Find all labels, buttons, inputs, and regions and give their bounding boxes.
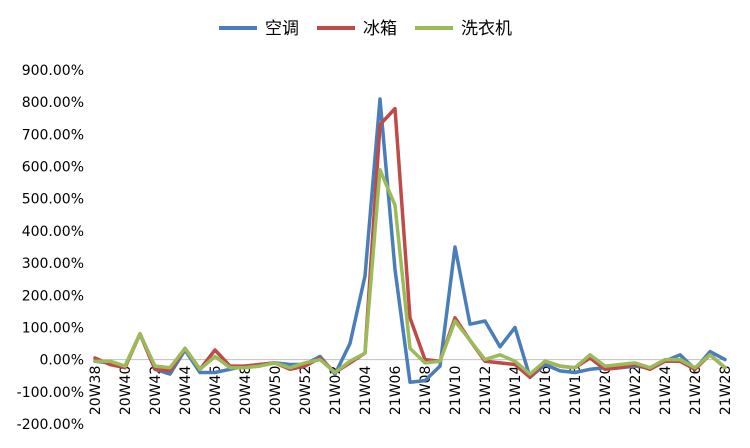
y-tick-label: 100.00% bbox=[22, 320, 84, 336]
x-tick-label: 20W40 bbox=[118, 366, 134, 415]
y-tick-label: 600.00% bbox=[22, 160, 84, 176]
x-tick-label: 21W26 bbox=[688, 366, 704, 416]
x-tick-label: 21W22 bbox=[628, 366, 644, 415]
x-tick-label: 20W52 bbox=[298, 366, 314, 415]
y-tick-label: 800.00% bbox=[22, 95, 84, 111]
y-tick-label: -200.00% bbox=[17, 417, 84, 433]
y-tick-label: 900.00% bbox=[22, 63, 84, 79]
x-tick-label: 21W06 bbox=[388, 366, 404, 416]
y-tick-label: 400.00% bbox=[22, 224, 84, 240]
x-tick-label: 20W50 bbox=[268, 366, 284, 415]
y-tick-label: 300.00% bbox=[22, 256, 84, 272]
legend-label-0: 空调 bbox=[265, 19, 299, 39]
x-tick-label: 21W12 bbox=[478, 366, 494, 415]
x-tick-label: 21W16 bbox=[538, 366, 554, 416]
legend-label-2: 洗衣机 bbox=[461, 19, 512, 39]
x-tick-label: 21W04 bbox=[358, 366, 374, 416]
x-tick-label: 21W02 bbox=[328, 366, 344, 415]
x-tick-label: 21W14 bbox=[508, 366, 524, 416]
x-tick-label: 21W20 bbox=[598, 366, 614, 415]
x-axis: 20W38 20W40 20W42 20W44 20W46 20W48 20W50 20W52… bbox=[88, 359, 734, 416]
x-tick-label: 20W42 bbox=[148, 366, 164, 415]
x-tick-label: 21W28 bbox=[718, 366, 734, 415]
x-tick-label: 20W44 bbox=[178, 366, 194, 416]
y-tick-label: 0.00% bbox=[40, 353, 84, 369]
x-tick-label: 20W46 bbox=[208, 366, 224, 416]
y-tick-label: 500.00% bbox=[22, 192, 84, 208]
x-tick-label: 20W48 bbox=[238, 366, 254, 415]
series-line-2 bbox=[93, 168, 727, 376]
legend-label-1: 冰箱 bbox=[363, 19, 397, 39]
y-tick-label: 700.00% bbox=[22, 127, 84, 143]
y-axis: -200.00% -100.00% 0.00% 100.00% 200.00% 300.0… bbox=[17, 63, 84, 433]
x-tick-label: 21W18 bbox=[568, 366, 584, 415]
x-tick-label: 21W24 bbox=[658, 366, 674, 416]
y-tick-label: -100.00% bbox=[17, 385, 84, 401]
x-tick-label: 21W10 bbox=[448, 366, 464, 415]
y-tick-label: 200.00% bbox=[22, 288, 84, 304]
x-tick-label: 20W38 bbox=[88, 366, 104, 415]
legend: 空调 冰箱 洗衣机 bbox=[219, 19, 512, 39]
series-layer bbox=[93, 97, 727, 384]
